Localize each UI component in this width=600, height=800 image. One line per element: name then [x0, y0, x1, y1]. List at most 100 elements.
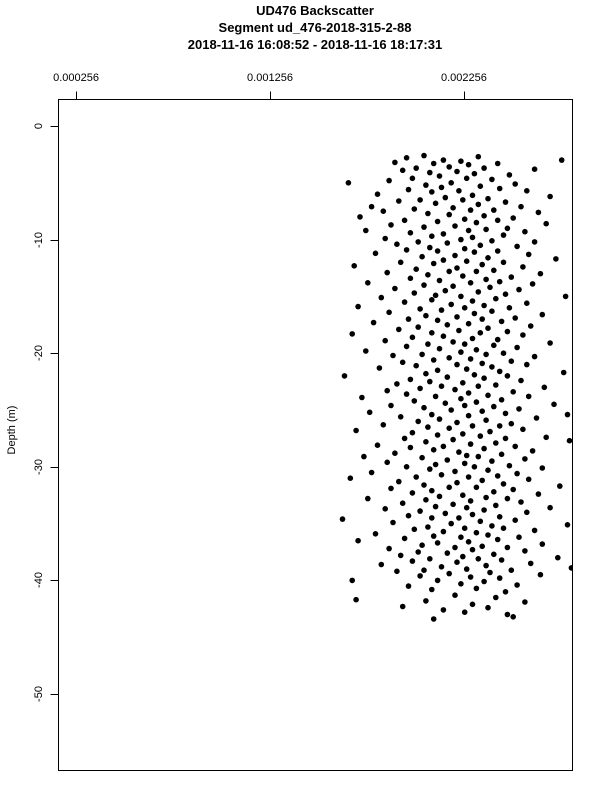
data-point	[558, 157, 565, 163]
data-point	[500, 232, 507, 238]
data-point	[465, 390, 472, 396]
data-point	[475, 289, 482, 295]
data-point	[516, 534, 522, 540]
data-point	[388, 222, 394, 228]
data-point	[485, 467, 491, 474]
data-point	[405, 186, 412, 193]
data-point	[388, 485, 394, 492]
data-point	[475, 383, 482, 390]
data-point	[432, 393, 439, 400]
data-point	[403, 464, 410, 470]
data-point	[442, 287, 449, 294]
data-point	[452, 468, 458, 475]
data-point	[461, 460, 468, 467]
data-point	[394, 381, 400, 387]
data-point	[353, 596, 359, 603]
data-point	[456, 515, 462, 521]
data-point	[496, 185, 503, 192]
title-block: UD476 Backscatter Segment ud_476-2018-31…	[30, 2, 600, 53]
data-point	[500, 350, 507, 357]
data-point	[368, 469, 375, 476]
data-point	[382, 506, 389, 512]
data-point	[382, 235, 389, 242]
y-axis-tick-label: -30	[33, 458, 45, 475]
data-point	[421, 282, 427, 288]
data-point	[520, 332, 526, 338]
data-point	[533, 415, 540, 421]
data-point	[463, 452, 470, 459]
data-point	[496, 514, 503, 520]
data-point	[473, 268, 480, 275]
data-point	[491, 267, 497, 274]
data-point	[401, 535, 408, 542]
data-point	[564, 522, 571, 528]
data-point	[365, 280, 371, 286]
data-point	[491, 403, 497, 410]
data-point	[429, 515, 435, 521]
data-point	[415, 418, 422, 425]
data-point	[471, 249, 478, 255]
data-point	[491, 342, 497, 349]
data-point	[401, 435, 408, 442]
data-point	[425, 341, 431, 347]
data-point	[446, 268, 453, 275]
data-point	[524, 300, 530, 307]
data-point	[440, 157, 447, 163]
data-point	[380, 208, 387, 214]
data-point	[489, 364, 495, 370]
data-point	[473, 585, 480, 592]
data-point	[394, 241, 400, 247]
data-point	[421, 404, 427, 411]
data-point	[525, 476, 532, 483]
data-point	[460, 273, 466, 279]
data-point	[491, 489, 497, 495]
data-point	[493, 594, 499, 601]
data-point	[405, 583, 412, 589]
data-point	[529, 281, 536, 287]
data-point	[434, 248, 441, 254]
data-point	[458, 236, 464, 243]
data-point	[568, 565, 572, 571]
data-point	[460, 553, 466, 560]
data-point	[543, 220, 549, 227]
data-point	[496, 368, 503, 375]
data-point	[481, 507, 487, 513]
data-point	[502, 410, 509, 417]
data-point	[481, 213, 487, 219]
data-point	[467, 207, 474, 213]
data-point	[504, 495, 511, 502]
data-point	[456, 188, 462, 194]
data-point	[500, 525, 507, 531]
data-point	[502, 589, 509, 595]
data-point	[531, 527, 538, 534]
data-point	[450, 283, 456, 290]
data-point	[376, 365, 383, 371]
data-point	[436, 345, 443, 352]
data-point	[434, 218, 441, 225]
data-point	[469, 335, 476, 342]
data-point	[409, 558, 416, 564]
data-point	[339, 516, 346, 522]
data-point	[372, 250, 379, 257]
data-point	[421, 152, 427, 159]
data-point	[436, 416, 443, 422]
data-point	[454, 168, 460, 175]
data-point	[440, 443, 447, 450]
data-point	[516, 286, 522, 293]
data-point	[506, 305, 513, 311]
data-point	[529, 448, 536, 454]
data-point	[429, 297, 435, 303]
data-point	[448, 301, 455, 308]
data-point	[510, 215, 516, 221]
data-point	[413, 165, 420, 171]
data-point	[378, 294, 385, 301]
data-point	[520, 264, 526, 270]
data-point	[446, 484, 453, 491]
x-axis-tick-label: 0.002256	[441, 72, 487, 84]
data-point	[456, 449, 462, 455]
data-point	[502, 199, 509, 205]
data-point	[347, 475, 354, 482]
data-point	[469, 423, 476, 429]
data-point	[473, 347, 480, 353]
